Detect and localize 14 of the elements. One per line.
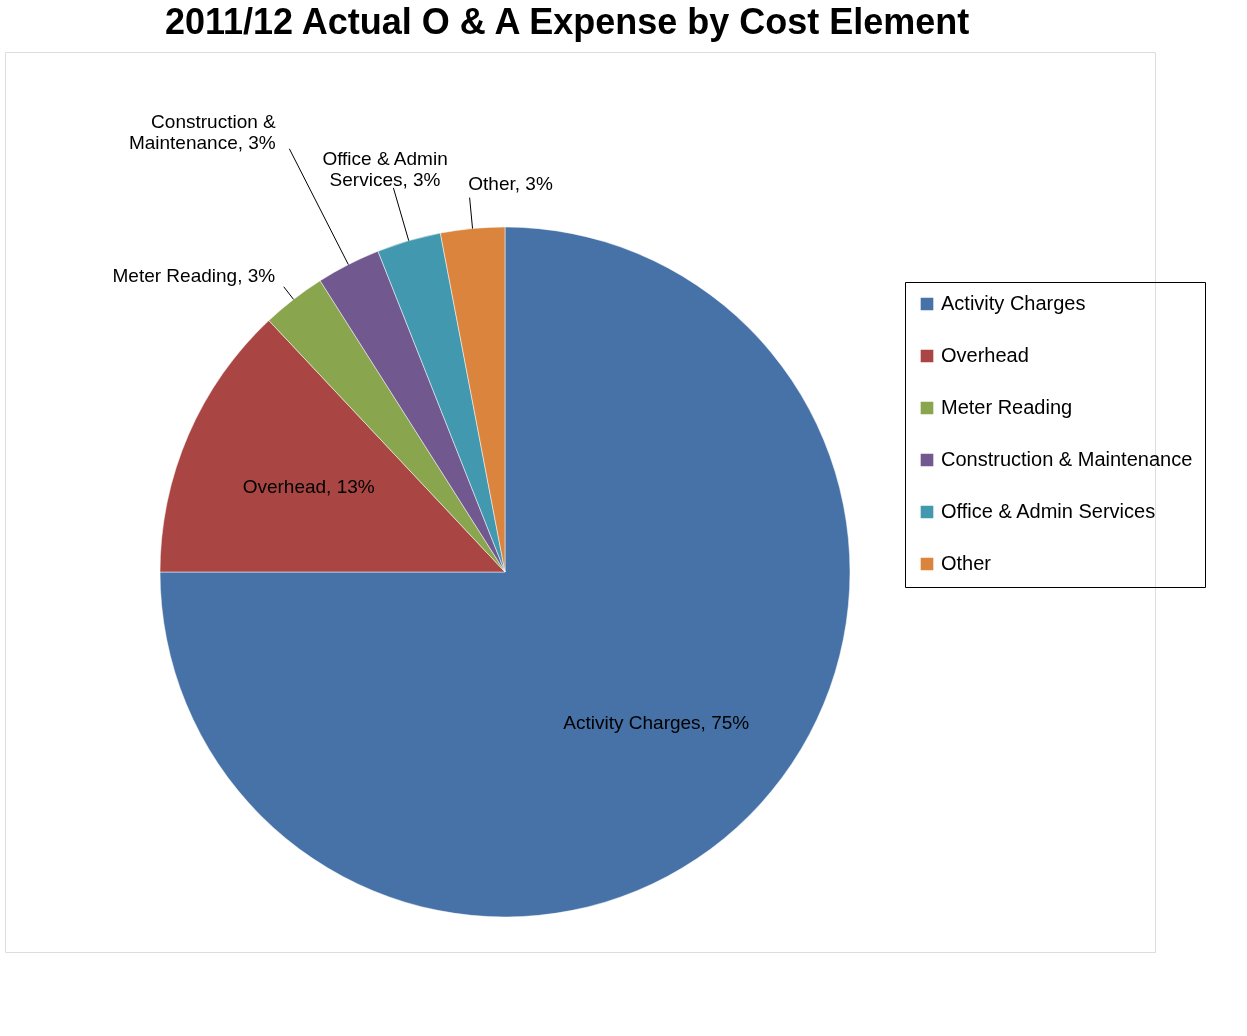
legend-label: Overhead xyxy=(941,344,1029,366)
legend-label: Construction & Maintenance xyxy=(941,448,1193,470)
chart-title: 2011/12 Actual O & A Expense by Cost Element xyxy=(165,1,970,42)
data-label: Construction & Maintenance, 3% xyxy=(128,111,277,154)
pie-slice xyxy=(159,226,850,917)
data-label: Other, 3% xyxy=(468,172,553,194)
data-label: Office & Admin Services, 3% xyxy=(322,148,448,191)
data-label: Overhead, 13% xyxy=(242,476,375,498)
legend-label: Meter Reading xyxy=(941,396,1073,418)
data-label: Meter Reading, 3% xyxy=(112,264,276,286)
legend-label: Office & Admin Services xyxy=(941,500,1156,522)
legend-label: Activity Charges xyxy=(941,292,1086,314)
data-label: Activity Charges, 75% xyxy=(563,712,750,734)
legend-label: Other xyxy=(941,552,992,574)
